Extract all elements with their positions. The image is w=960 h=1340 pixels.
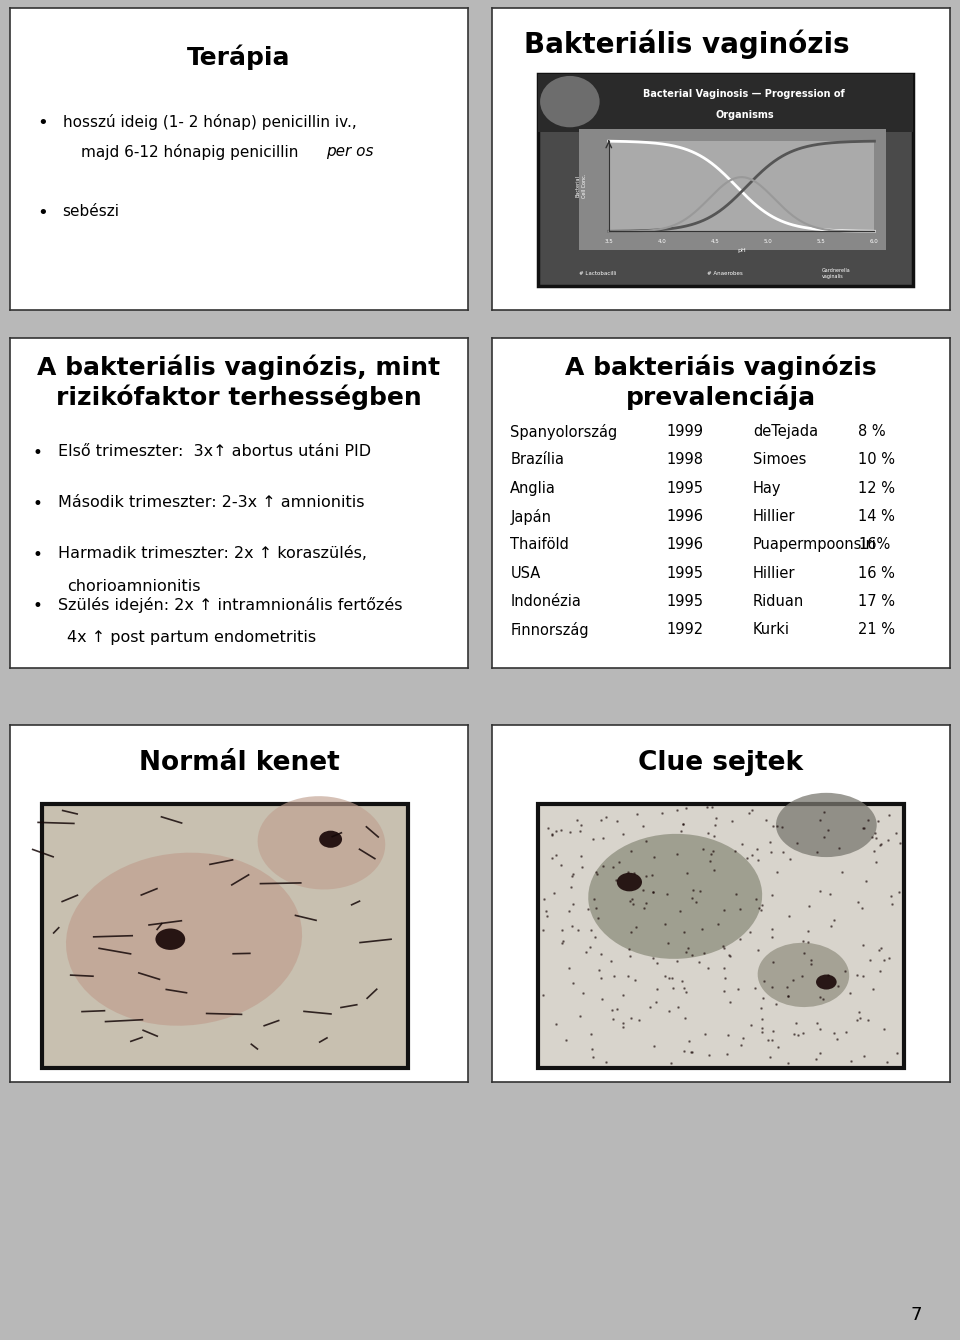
Text: 10 %: 10 % — [858, 452, 896, 468]
Ellipse shape — [66, 852, 302, 1025]
Ellipse shape — [540, 76, 600, 127]
Text: Japán: Japán — [511, 509, 551, 525]
Text: 1998: 1998 — [666, 452, 703, 468]
Text: Kurki: Kurki — [753, 623, 790, 638]
Text: Gardnerella
vaginalis: Gardnerella vaginalis — [822, 268, 851, 279]
Text: 4.5: 4.5 — [710, 239, 719, 244]
Text: 16%: 16% — [858, 537, 891, 552]
Text: •: • — [33, 494, 43, 513]
Ellipse shape — [816, 974, 837, 989]
Text: 1995: 1995 — [666, 565, 703, 580]
Text: •: • — [37, 204, 48, 222]
Ellipse shape — [257, 796, 385, 890]
Text: 4.0: 4.0 — [658, 239, 666, 244]
Text: A bakteriáis vaginózis
prevalenciája: A bakteriáis vaginózis prevalenciája — [565, 355, 876, 410]
Text: Riduan: Riduan — [753, 594, 804, 610]
Ellipse shape — [776, 793, 876, 858]
Ellipse shape — [617, 872, 642, 891]
Text: 1996: 1996 — [666, 537, 703, 552]
Text: Hay: Hay — [753, 481, 781, 496]
Text: 1996: 1996 — [666, 509, 703, 524]
FancyBboxPatch shape — [609, 141, 875, 232]
Ellipse shape — [319, 831, 342, 848]
Text: 1999: 1999 — [666, 423, 703, 438]
Text: 3.5: 3.5 — [605, 239, 613, 244]
Text: majd 6-12 hónapig penicillin: majd 6-12 hónapig penicillin — [81, 143, 303, 159]
FancyBboxPatch shape — [538, 75, 913, 285]
Text: Clue sejtek: Clue sejtek — [638, 750, 804, 776]
Text: Bakteriális vaginózis: Bakteriális vaginózis — [524, 29, 850, 59]
Text: Finnország: Finnország — [511, 623, 588, 638]
Text: 1995: 1995 — [666, 594, 703, 610]
Text: pH: pH — [737, 248, 746, 253]
Ellipse shape — [757, 943, 850, 1008]
Text: # Anaerobes: # Anaerobes — [708, 271, 743, 276]
Text: •: • — [33, 545, 43, 564]
Text: Harmadik trimeszter: 2x ↑ koraszülés,: Harmadik trimeszter: 2x ↑ koraszülés, — [59, 545, 367, 561]
FancyBboxPatch shape — [538, 75, 913, 131]
Text: 1995: 1995 — [666, 481, 703, 496]
Text: Hillier: Hillier — [753, 565, 796, 580]
Text: hosszú ideig (1- 2 hónap) penicillin iv.,: hosszú ideig (1- 2 hónap) penicillin iv.… — [62, 114, 356, 130]
Text: 7: 7 — [910, 1306, 922, 1324]
Text: 17 %: 17 % — [858, 594, 896, 610]
Text: 12 %: 12 % — [858, 481, 896, 496]
Text: 5.0: 5.0 — [764, 239, 773, 244]
Text: chorioamnionitis: chorioamnionitis — [67, 579, 201, 594]
Text: Normál kenet: Normál kenet — [138, 750, 340, 776]
Text: A bakteriális vaginózis, mint
rizikófaktor terhességben: A bakteriális vaginózis, mint rizikófakt… — [37, 355, 441, 410]
Text: Puapermpoonsiri: Puapermpoonsiri — [753, 537, 876, 552]
Text: sebészi: sebészi — [62, 204, 120, 220]
Text: Thaiföld: Thaiföld — [511, 537, 569, 552]
Text: Spanyolország: Spanyolország — [511, 423, 617, 440]
Text: 21 %: 21 % — [858, 623, 896, 638]
Ellipse shape — [588, 833, 762, 959]
Text: Hillier: Hillier — [753, 509, 796, 524]
Text: Brazília: Brazília — [511, 452, 564, 468]
Text: 16 %: 16 % — [858, 565, 896, 580]
FancyBboxPatch shape — [579, 129, 886, 249]
Text: 1992: 1992 — [666, 623, 703, 638]
Text: Első trimeszter:  3x↑ abortus utáni PID: Első trimeszter: 3x↑ abortus utáni PID — [59, 444, 372, 458]
Text: Bacterial Vaginosis — Progression of: Bacterial Vaginosis — Progression of — [643, 88, 845, 99]
Text: •: • — [33, 598, 43, 615]
Text: 4x ↑ post partum endometritis: 4x ↑ post partum endometritis — [67, 630, 317, 645]
Text: •: • — [37, 114, 48, 131]
Text: •: • — [33, 444, 43, 461]
Text: Organisms: Organisms — [715, 110, 774, 121]
Text: 6.0: 6.0 — [870, 239, 878, 244]
Text: Simoes: Simoes — [753, 452, 806, 468]
Text: 8 %: 8 % — [858, 423, 886, 438]
Text: Indonézia: Indonézia — [511, 594, 581, 610]
Text: Anglia: Anglia — [511, 481, 556, 496]
Text: deTejada: deTejada — [753, 423, 818, 438]
Text: Bacterial
Cell Conc.: Bacterial Cell Conc. — [576, 174, 587, 198]
Text: Második trimeszter: 2-3x ↑ amnionitis: Második trimeszter: 2-3x ↑ amnionitis — [59, 494, 365, 509]
FancyBboxPatch shape — [538, 804, 904, 1068]
Text: 14 %: 14 % — [858, 509, 896, 524]
Text: Terápia: Terápia — [187, 44, 291, 70]
Text: 5.5: 5.5 — [817, 239, 826, 244]
Ellipse shape — [156, 929, 185, 950]
Text: Szülés idején: 2x ↑ intramnionális fertőzés: Szülés idején: 2x ↑ intramnionális fertő… — [59, 598, 402, 612]
Text: USA: USA — [511, 565, 540, 580]
FancyBboxPatch shape — [42, 804, 408, 1068]
Text: # Lactobacilli: # Lactobacilli — [579, 271, 616, 276]
Text: per os: per os — [326, 143, 373, 159]
